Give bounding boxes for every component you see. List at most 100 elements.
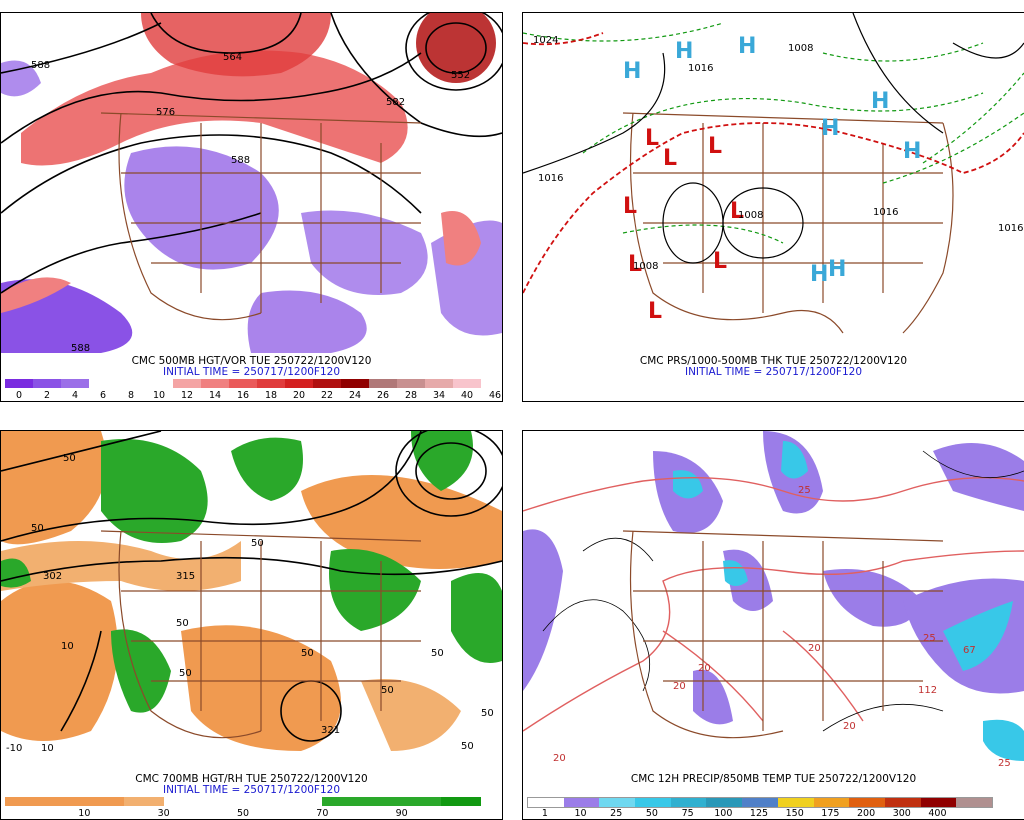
contour-label: 1016 (688, 63, 713, 74)
precip-area (723, 560, 748, 586)
legend-tick-label: 8 (127, 390, 135, 401)
legend-swatch (33, 379, 61, 388)
low-pressure-marker: L (713, 249, 727, 274)
thickness-540-line (523, 32, 1024, 294)
vort-negative-area (1, 60, 41, 97)
legend-swatch (89, 379, 117, 388)
legend-swatch (163, 797, 204, 806)
legend-swatch (401, 797, 442, 806)
contour-label: 50 (251, 538, 264, 549)
legend-ticks: 1 10 25 50 75 100 125 150 175 200 300 400 (527, 808, 991, 819)
thickness-contours (523, 22, 1024, 244)
contour-label: 50 (481, 708, 494, 719)
legend-tick-label: 25 (610, 808, 623, 819)
contour-label-group: 25 20 20 20 20 20 25 25 112 67 (553, 485, 1011, 769)
legend-swatch (203, 797, 244, 806)
dry-area (1, 431, 107, 545)
map-700mb: 50 50 50 50 302 315 50 50 -10 10 10 50 5… (1, 431, 502, 754)
legend-tick-label: 4 (71, 390, 79, 401)
legend-tick-label: 22 (320, 390, 334, 401)
moist-area (101, 439, 208, 543)
panel-caption: CMC 700MB HGT/RH TUE 250722/1200V120 INI… (1, 774, 502, 796)
precip-area (823, 569, 923, 627)
panel-caption: CMC 500MB HGT/VOR TUE 250722/1200V120 IN… (1, 356, 502, 378)
legend-tick-label: 400 (928, 808, 947, 819)
legend-swatch (453, 379, 481, 388)
panel-pressure-thickness: H H H H H H H H L L L L L L L L 1024 101… (522, 12, 1024, 402)
contour-label: 1008 (633, 261, 658, 272)
legend-swatch (884, 798, 921, 807)
high-pressure-marker: H (871, 89, 889, 114)
legend-swatch (849, 798, 885, 807)
legend-tick-label: 2 (43, 390, 51, 401)
legend-tick-label: 10 (574, 808, 587, 819)
contour-label: 1016 (873, 207, 898, 218)
contour-label: 20 (673, 681, 686, 692)
contour-label: 20 (808, 643, 821, 654)
contour-label: 20 (553, 753, 566, 764)
legend-tick-label: 46 (488, 390, 502, 401)
legend-swatch (441, 797, 482, 806)
precip-area (781, 441, 808, 479)
legend-swatch (5, 379, 33, 388)
panel-caption: CMC PRS/1000-500MB THK TUE 250722/1200V1… (523, 356, 1024, 378)
legend-swatch (257, 379, 285, 388)
legend-tick-label: 175 (821, 808, 840, 819)
vort-positive-area (1, 277, 71, 313)
contour-label: 1008 (738, 210, 763, 221)
legend-tick-label: 10 (152, 390, 166, 401)
contour-label: 50 (381, 685, 394, 696)
legend-swatch (742, 798, 778, 807)
legend-tick-label: 75 (681, 808, 694, 819)
legend-tick-label: 14 (208, 390, 222, 401)
legend-swatch (201, 379, 229, 388)
precip-area (983, 719, 1024, 761)
high-pressure-marker: H (821, 116, 839, 141)
vort-positive-area (441, 211, 481, 266)
panel-500mb-vorticity: 588 564 576 588 552 582 588 CMC 500MB HG… (0, 12, 503, 402)
high-pressure-marker: H (623, 59, 641, 84)
legend-tick-label: 24 (348, 390, 362, 401)
low-pressure-marker: L (628, 252, 642, 277)
legend-swatch (920, 798, 957, 807)
contour-label: 10 (41, 743, 54, 754)
dry-area (361, 679, 461, 751)
low-pressure-marker: L (648, 299, 662, 324)
legend-swatch (44, 797, 85, 806)
high-pressure-marker: H (828, 257, 846, 282)
legend-swatch (285, 379, 313, 388)
legend-tick-label: 1 (541, 808, 548, 819)
vort-max (416, 13, 496, 83)
contour-label: -10 (6, 743, 22, 754)
contour-label: 1008 (788, 43, 813, 54)
legend-swatch (229, 379, 257, 388)
panel-title: CMC PRS/1000-500MB THK TUE 250722/1200V1… (639, 355, 908, 367)
low-pressure-group: L L L L L L L L (623, 126, 744, 324)
legend-tick-label: 0 (15, 390, 23, 401)
legend-tick-label: 30 (157, 808, 170, 819)
legend-swatch (5, 797, 45, 806)
contour-label: 10 (61, 641, 74, 652)
contour-label: 1016 (998, 223, 1023, 234)
legend-swatch (563, 798, 600, 807)
map-pressure: H H H H H H H H L L L L L L L L 1024 101… (523, 13, 1024, 334)
low-pressure-marker: L (708, 134, 722, 159)
legend-tick-label: 50 (645, 808, 658, 819)
political-borders (100, 112, 422, 321)
legend-swatch (362, 797, 402, 806)
dry-area (1, 541, 241, 591)
contour-label: 50 (176, 618, 189, 629)
legend-tick-label: 200 (856, 808, 876, 819)
legend-tick-label: 40 (460, 390, 474, 401)
color-legend (5, 379, 481, 388)
political-borders (100, 530, 422, 739)
moist-area (451, 573, 502, 663)
contour-label: 20 (843, 721, 856, 732)
contour-label-group: 50 50 50 50 302 315 50 50 -10 10 10 50 5… (6, 453, 494, 754)
legend-swatch (117, 379, 145, 388)
political-borders (622, 112, 954, 334)
legend-ticks: 10 30 50 70 90 (5, 808, 481, 819)
contour-label: 25 (923, 633, 936, 644)
contour-label: 1016 (538, 173, 563, 184)
legend-tick-label: 26 (376, 390, 390, 401)
